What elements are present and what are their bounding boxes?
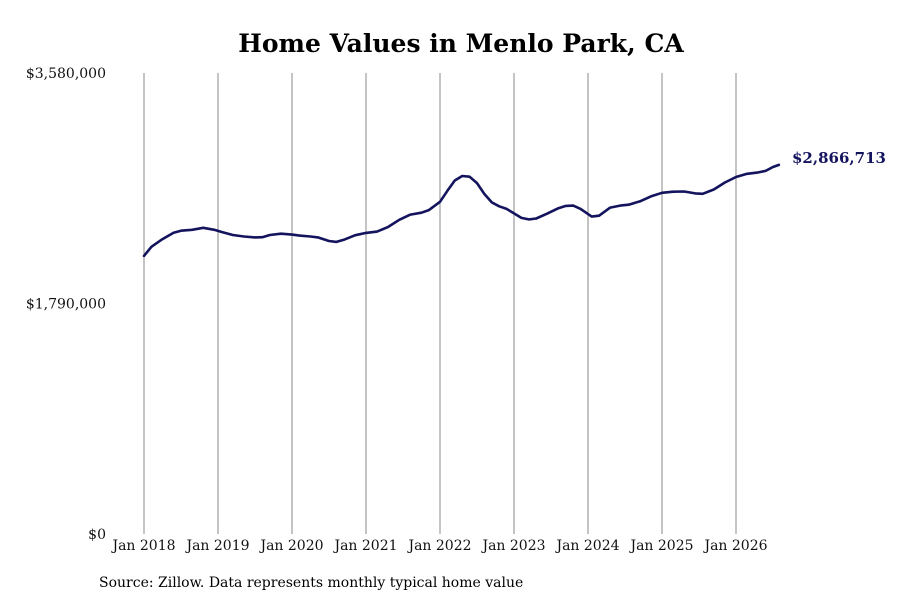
y-axis-tick-labels: $0 $1,790,000 $3,580,000	[26, 66, 106, 543]
y-tick-label: $0	[88, 527, 106, 543]
end-value-label: $2,866,713	[792, 149, 886, 167]
x-tick-label: Jan 2020	[258, 538, 323, 554]
x-tick-label: Jan 2018	[110, 538, 175, 554]
x-tick-label: Jan 2026	[702, 538, 767, 554]
x-tick-label: Jan 2024	[554, 538, 619, 554]
y-tick-label: $1,790,000	[26, 297, 106, 313]
home-value-series-line	[142, 163, 781, 258]
x-tick-label: Jan 2019	[184, 538, 249, 554]
y-tick-label: $3,580,000	[26, 66, 106, 82]
chart-title: Home Values in Menlo Park, CA	[238, 29, 684, 58]
series-layer	[142, 163, 781, 258]
x-axis-tick-labels: Jan 2018 Jan 2019 Jan 2020 Jan 2021 Jan 2022…	[110, 538, 767, 554]
x-tick-label: Jan 2025	[628, 538, 693, 554]
source-note: Source: Zillow. Data represents monthly …	[99, 575, 523, 591]
x-tick-label: Jan 2021	[332, 538, 397, 554]
vertical-gridlines	[143, 73, 737, 534]
x-tick-label: Jan 2023	[480, 538, 545, 554]
x-tick-label: Jan 2022	[406, 538, 471, 554]
